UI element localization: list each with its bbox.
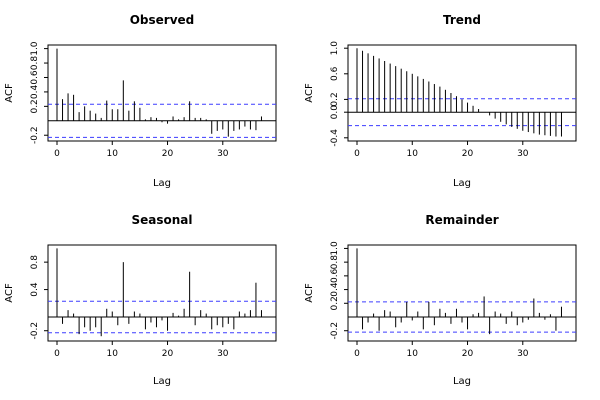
trend-y-tick-label: 0.2	[330, 92, 340, 106]
remainder-y-tick-label: 0.8	[330, 255, 340, 270]
trend-panel: Trend Lag ACF 0 10 20 30 -0.4 0.00.2 0.6 1.0	[304, 13, 577, 189]
trend-x-axis-label: Lag	[453, 178, 471, 189]
seasonal-y-axis-label: ACF	[4, 283, 15, 303]
seasonal-title: Seasonal	[131, 213, 192, 227]
observed-x-tick-label: 10	[107, 149, 119, 159]
remainder-y-tick-label: -0.2	[330, 322, 340, 340]
trend-y-tick-label: 0.6	[330, 66, 340, 81]
trend-y-tick-label: 1.0	[330, 41, 340, 56]
seasonal-y-tick-label: 0.4	[30, 282, 40, 297]
observed-y-tick-label: 0.8	[30, 56, 40, 71]
seasonal-x-axis-label: Lag	[153, 376, 171, 387]
observed-x-tick-label: 30	[217, 149, 229, 159]
seasonal-x-tick-label: 0	[54, 349, 60, 359]
observed-x-tick-label: 0	[54, 149, 60, 159]
remainder-x-tick-label: 30	[517, 349, 529, 359]
remainder-y-tick-label: 1.0	[330, 241, 340, 256]
seasonal-y-tick-label: 0.8	[30, 255, 40, 270]
trend-x-tick-label: 10	[407, 149, 419, 159]
seasonal-panel: Seasonal Lag ACF 0 10 20 30 -0.2 0.4 0.8	[4, 213, 277, 387]
remainder-x-axis-label: Lag	[453, 376, 471, 387]
remainder-y-tick-label: 0.6	[330, 268, 340, 283]
observed-title: Observed	[130, 13, 195, 27]
remainder-title: Remainder	[425, 213, 498, 227]
trend-y-tick-label: -0.4	[330, 129, 340, 147]
remainder-y-axis-label: ACF	[304, 283, 315, 303]
observed-y-tick-label: 0.2	[30, 99, 40, 113]
observed-y-tick-label: 0.4	[30, 84, 40, 99]
observed-plot-frame	[47, 44, 277, 142]
trend-y-axis-label: ACF	[304, 83, 315, 103]
observed-x-axis-label: Lag	[153, 178, 171, 189]
seasonal-y-tick-label: -0.2	[30, 322, 40, 340]
trend-plot-frame	[347, 44, 577, 142]
observed-y-axis-label: ACF	[4, 83, 15, 103]
observed-y-tick-label: 1.0	[30, 41, 40, 56]
remainder-panel: Remainder Lag ACF 0 10 20 30 -0.2 0.20.40.60.81.…	[304, 213, 577, 387]
remainder-x-tick-label: 0	[354, 349, 360, 359]
remainder-x-tick-label: 10	[407, 349, 419, 359]
observed-panel: Observed Lag ACF 0 10 20 30 -0.2 0.20.40.60.81.0	[4, 13, 277, 189]
trend-x-tick-label: 20	[462, 149, 474, 159]
seasonal-x-tick-label: 20	[162, 349, 174, 359]
observed-y-tick-label: -0.2	[30, 126, 40, 144]
remainder-y-tick-label: 0.4	[330, 282, 340, 297]
remainder-plot-frame	[347, 244, 577, 342]
remainder-y-tick-label: 0.2	[330, 296, 340, 310]
seasonal-x-tick-label: 10	[107, 349, 119, 359]
remainder-x-tick-label: 20	[462, 349, 474, 359]
seasonal-plot-frame	[47, 244, 277, 342]
trend-x-tick-label: 0	[354, 149, 360, 159]
trend-y-tick-label: 0.0	[330, 105, 340, 120]
trend-title: Trend	[443, 13, 481, 27]
observed-x-tick-label: 20	[162, 149, 174, 159]
trend-x-tick-label: 30	[517, 149, 529, 159]
observed-y-tick-label: 0.6	[30, 70, 40, 85]
seasonal-x-tick-label: 30	[217, 349, 229, 359]
